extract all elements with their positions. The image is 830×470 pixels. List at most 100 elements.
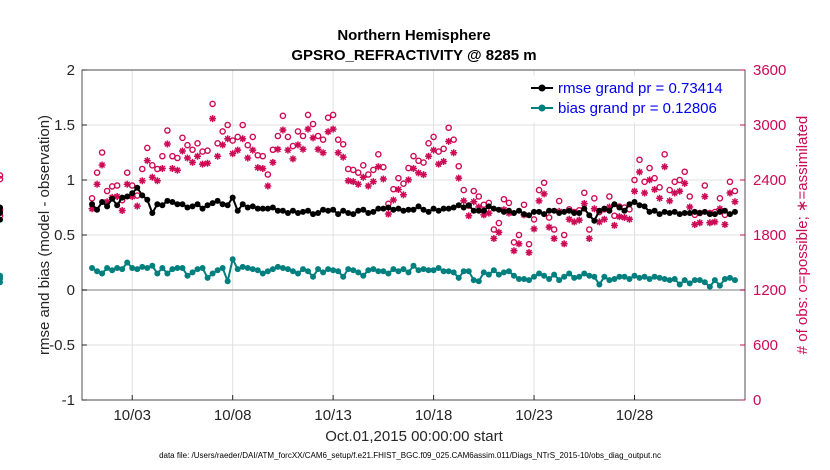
bias-point <box>380 268 387 275</box>
rmse-point <box>380 205 387 212</box>
bias-point <box>249 266 256 273</box>
assimilated-obs-marker <box>631 187 638 195</box>
assimilated-obs-marker <box>239 135 247 143</box>
bias-point <box>671 276 678 282</box>
assimilated-obs-marker <box>525 249 533 257</box>
assimilated-obs-marker <box>249 146 257 154</box>
assimilated-obs-marker <box>379 175 387 183</box>
possible-obs-marker <box>515 231 523 239</box>
assimilated-obs-marker <box>168 165 176 173</box>
bias-point <box>541 272 548 279</box>
rmse-point <box>706 211 713 218</box>
assimilated-obs-marker <box>334 149 342 157</box>
bias-point <box>119 266 126 273</box>
bias-point <box>124 259 131 266</box>
assimilated-obs-marker <box>470 198 478 206</box>
y-axis-left: -1 -0.5 0 0.5 1 1.5 2 <box>49 62 87 409</box>
assimilated-obs-marker <box>706 219 714 227</box>
bias-point <box>596 281 603 288</box>
bias-point <box>495 271 502 278</box>
bias-point <box>490 267 497 274</box>
rmse-point <box>621 207 628 214</box>
bias-point <box>706 283 713 290</box>
possible-obs-marker <box>636 156 643 164</box>
possible-obs-marker <box>123 169 131 176</box>
bias-point <box>0 272 3 279</box>
rmse-point <box>661 208 668 215</box>
assimilated-obs-marker <box>510 247 518 255</box>
rmse-point <box>214 197 221 204</box>
rmse-point <box>204 202 211 209</box>
possible-obs-marker <box>430 133 437 141</box>
rmse-point <box>420 206 427 213</box>
bias-point <box>134 266 141 273</box>
rmse-point <box>239 201 246 208</box>
bias-point <box>566 270 573 277</box>
possible-obs-marker <box>184 141 191 149</box>
bias-point <box>340 273 347 280</box>
rmse-point <box>556 210 563 216</box>
assimilated-obs-marker <box>128 193 136 201</box>
rmse-point <box>681 210 688 216</box>
rmse-point <box>284 210 291 216</box>
bias-point <box>244 265 251 271</box>
x-tick-label: 10/03 <box>113 407 151 424</box>
bias-point <box>274 263 281 270</box>
rmse-point <box>611 201 618 208</box>
possible-obs-marker <box>274 132 282 140</box>
possible-obs-marker <box>490 226 498 233</box>
possible-obs-marker <box>455 162 463 170</box>
assimilated-obs-marker <box>661 163 669 171</box>
rmse-point <box>365 210 372 216</box>
rmse-point <box>99 199 106 205</box>
rmse-point <box>0 210 3 216</box>
assimilated-obs-marker <box>189 158 196 166</box>
assimilated-obs-marker <box>138 177 146 185</box>
assimilated-obs-marker <box>133 202 141 210</box>
assimilated-obs-marker <box>354 180 362 188</box>
possible-obs-marker <box>259 152 267 160</box>
rmse-point <box>335 211 342 218</box>
assimilated-obs-marker <box>490 235 498 243</box>
rmse-point <box>731 208 738 215</box>
rmse-point <box>315 210 322 216</box>
bias-point <box>480 269 487 276</box>
bias-point <box>284 266 291 273</box>
assimilated-obs-marker <box>671 189 679 197</box>
assimilated-obs-marker <box>455 174 463 182</box>
assimilated-obs-marker <box>585 235 593 243</box>
rmse-point <box>596 207 603 214</box>
bias-point <box>521 276 527 282</box>
bias-point <box>616 273 623 280</box>
possible-obs-marker <box>410 152 417 160</box>
bias-point <box>681 277 688 284</box>
rmse-point <box>631 199 638 205</box>
bias-point <box>571 274 578 281</box>
rmse-point <box>636 202 643 209</box>
rmse-point <box>244 204 251 211</box>
possible-obs-marker <box>289 142 297 150</box>
possible-obs-marker <box>375 151 382 158</box>
possible-obs-marker <box>204 147 211 154</box>
possible-obs-marker <box>395 174 402 182</box>
legend: rmse grand pr = 0.73414 bias grand pr = … <box>524 75 742 123</box>
assimilated-obs-marker <box>113 193 121 201</box>
rmse-point <box>0 216 3 223</box>
bias-point <box>269 266 276 273</box>
assimilated-obs-marker <box>545 223 553 231</box>
rmse-point <box>274 207 281 214</box>
assimilated-obs-marker <box>374 163 382 171</box>
bias-point <box>726 274 733 281</box>
rmse-point <box>671 208 678 215</box>
rmse-point <box>184 204 191 211</box>
bias-point <box>676 281 683 288</box>
chart-title: Northern Hemisphere <box>337 27 490 44</box>
possible-obs-marker <box>294 128 302 135</box>
assimilated-obs-marker <box>194 152 202 160</box>
bias-point <box>576 273 583 280</box>
assimilated-obs-marker <box>214 152 222 160</box>
assimilated-obs-marker <box>364 182 372 190</box>
bias-point <box>510 272 517 279</box>
rmse-point <box>531 208 538 215</box>
bias-point <box>94 268 101 275</box>
